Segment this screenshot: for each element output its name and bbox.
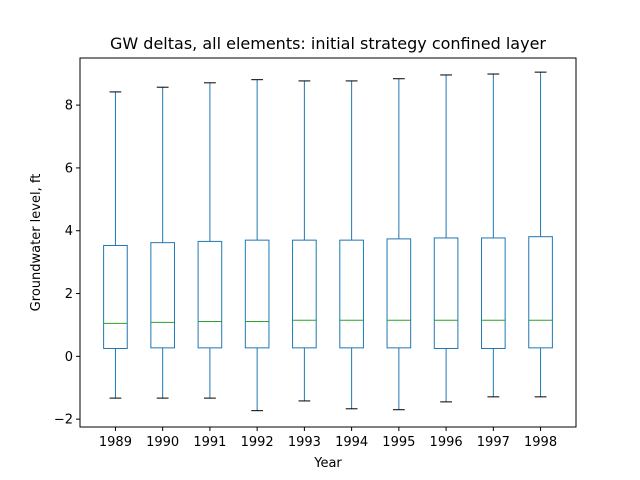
plot-frame: [79, 57, 577, 428]
box-iqr: [433, 237, 459, 349]
box-iqr: [292, 239, 317, 349]
x-tick-label: 1996: [430, 435, 463, 450]
box-iqr: [528, 236, 553, 349]
y-tick-label: 8: [65, 99, 73, 114]
box-iqr: [103, 244, 128, 349]
x-tick-label: 1995: [382, 435, 415, 450]
box-iqr: [386, 238, 412, 349]
chart-title: GW deltas, all elements: initial strateg…: [110, 34, 546, 53]
x-tick-label: 1992: [241, 435, 274, 450]
y-tick-label: 4: [65, 224, 73, 239]
y-tick-label: 6: [65, 161, 73, 176]
box-group-1992: [244, 79, 270, 412]
x-axis-label: Year: [313, 456, 342, 471]
box-iqr: [150, 242, 175, 349]
y-axis: −2 0 2 4 6 8: [54, 99, 80, 428]
x-tick-label: 1991: [193, 435, 226, 450]
box-group-1994: [339, 80, 364, 410]
box-group-1990: [150, 86, 175, 399]
y-tick-label: 0: [65, 350, 73, 365]
box-group-1997: [481, 73, 506, 398]
box-iqr: [339, 239, 364, 349]
box-iqr: [197, 240, 223, 349]
box-iqr: [244, 239, 270, 349]
x-tick-label: 1990: [146, 435, 179, 450]
x-axis: 1989 1990 1991 1992 1993 1994 1995 1996 1997 1998: [99, 427, 557, 450]
box-iqr: [481, 237, 506, 349]
plot-marks: [103, 71, 553, 412]
box-group-1995: [386, 78, 412, 411]
x-tick-label: 1998: [524, 435, 557, 450]
y-tick-label: 2: [65, 287, 73, 302]
y-tick-label: −2: [54, 413, 73, 428]
box-group-1996: [433, 74, 459, 403]
x-tick-label: 1994: [335, 435, 368, 450]
box-group-1991: [197, 82, 223, 399]
box-group-1998: [528, 71, 553, 398]
box-group-1993: [292, 80, 317, 402]
y-axis-label: Groundwater level, ft: [29, 174, 44, 312]
x-tick-label: 1989: [99, 435, 132, 450]
box-group-1989: [103, 91, 128, 399]
x-tick-label: 1993: [288, 435, 321, 450]
x-tick-label: 1997: [477, 435, 510, 450]
